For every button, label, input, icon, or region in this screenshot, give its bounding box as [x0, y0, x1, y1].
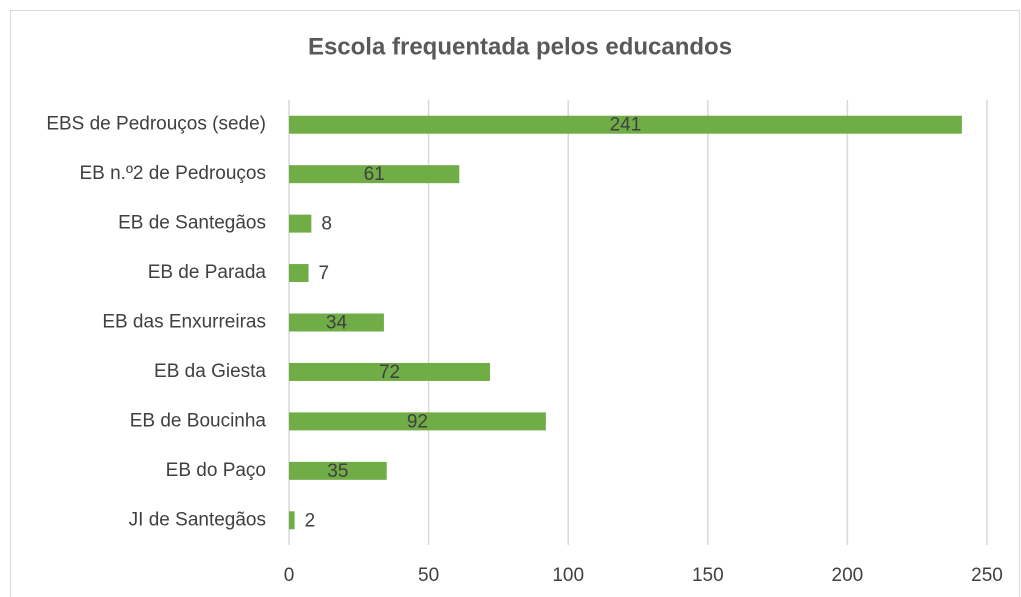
chart-border: [10, 10, 1020, 597]
y-tick-label: EB da Giesta: [154, 361, 266, 382]
x-tick-label: 50: [418, 565, 439, 586]
x-tick-label: 250: [971, 565, 1003, 586]
data-label: 2: [305, 510, 316, 531]
data-label: 8: [321, 214, 332, 235]
y-tick-label: EB de Boucinha: [130, 410, 267, 431]
bar: [289, 511, 295, 530]
data-label: 241: [610, 115, 642, 136]
y-tick-label: EB das Enxurreiras: [102, 312, 266, 333]
data-label: 72: [379, 362, 400, 383]
y-tick-label: EB do Paço: [166, 460, 266, 481]
bar: [289, 165, 460, 184]
y-tick-label: EB de Parada: [148, 262, 267, 283]
y-tick-label: EBS de Pedrouços (sede): [46, 114, 266, 135]
data-label: 61: [364, 164, 385, 185]
chart-title: Escola frequentada pelos educandos: [308, 33, 732, 60]
y-tick-label: EB de Santegãos: [118, 213, 266, 234]
bar: [289, 264, 309, 283]
bar: [289, 461, 387, 480]
bar: [289, 313, 384, 332]
x-tick-label: 150: [692, 565, 724, 586]
bar: [289, 115, 962, 134]
data-label: 35: [327, 461, 348, 482]
x-tick-label: 200: [832, 565, 864, 586]
bar: [289, 214, 312, 233]
data-label: 34: [326, 313, 348, 334]
data-label: 7: [319, 263, 330, 284]
y-tick-label: EB n.º2 de Pedrouços: [79, 163, 266, 184]
bar: [289, 362, 491, 381]
data-label: 92: [407, 411, 428, 432]
x-tick-label: 0: [284, 565, 295, 586]
bar: [289, 412, 546, 431]
x-tick-label: 100: [552, 565, 584, 586]
y-tick-label: JI de Santegãos: [129, 509, 266, 530]
